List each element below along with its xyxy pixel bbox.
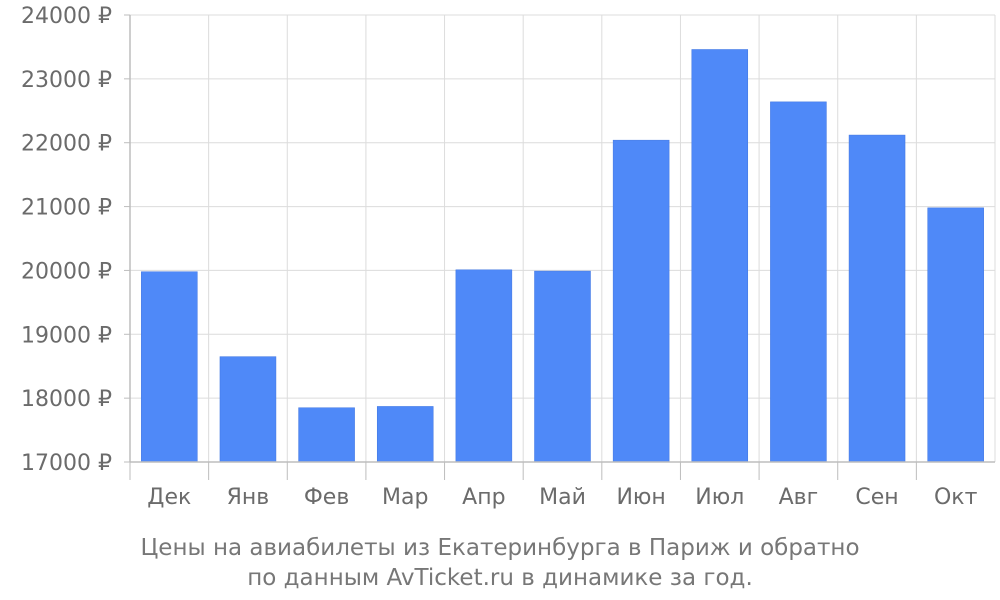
bar [219, 356, 277, 463]
bar [141, 271, 198, 463]
bar [455, 269, 513, 463]
bars [141, 49, 984, 463]
y-tick-label: 21000 ₽ [21, 196, 112, 221]
y-tick-label: 24000 ₽ [21, 4, 112, 29]
grid-lines [130, 14, 996, 462]
bar [691, 49, 749, 463]
x-tick-label: Янв [227, 485, 270, 510]
bar [376, 406, 434, 463]
chart-caption-line-1: Цены на авиабилеты из Екатеринбурга в Па… [140, 535, 860, 561]
chart-caption-line-2: по данным AvTicket.ru в динамике за год. [247, 565, 753, 591]
y-tick-label: 18000 ₽ [21, 387, 112, 412]
x-tick-label: Авг [779, 485, 819, 510]
y-tick-label: 19000 ₽ [21, 323, 112, 348]
bar [848, 134, 906, 463]
x-tick-label: Сен [855, 485, 898, 510]
bar [927, 207, 984, 463]
x-tick-label: Май [539, 485, 586, 510]
bar [770, 101, 827, 463]
y-tick-label: 17000 ₽ [21, 451, 112, 476]
y-axis-ticks: 17000 ₽ 18000 ₽ 19000 ₽ 20000 ₽ 21000 ₽ 22000… [21, 4, 112, 476]
x-tick-label: Окт [934, 485, 978, 510]
y-tick-label: 23000 ₽ [21, 68, 112, 93]
axes [124, 14, 995, 480]
y-tick-label: 20000 ₽ [21, 259, 112, 284]
bar [534, 270, 591, 463]
bar [298, 407, 355, 463]
x-tick-label: Апр [462, 485, 505, 510]
y-tick-label: 22000 ₽ [21, 132, 112, 157]
x-tick-label: Июл [695, 485, 744, 510]
x-tick-label: Дек [147, 485, 191, 510]
x-tick-label: Мар [382, 485, 428, 510]
bar [612, 139, 670, 463]
x-axis-ticks: Дек Янв Фев Мар Апр Май Июн Июл Авг Сен Окт [147, 485, 977, 510]
x-tick-label: Фев [304, 485, 349, 510]
x-tick-label: Июн [616, 485, 665, 510]
